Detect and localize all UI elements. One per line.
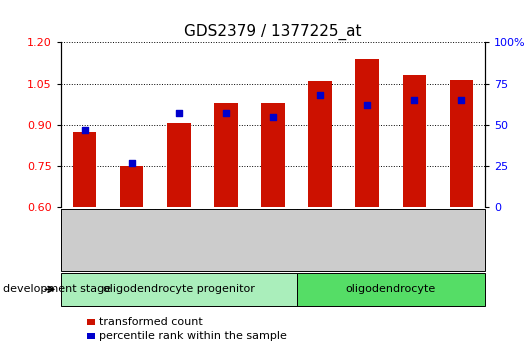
Point: [316, 92, 324, 98]
FancyBboxPatch shape: [61, 273, 296, 306]
Text: GSM138225: GSM138225: [409, 210, 419, 269]
Title: GDS2379 / 1377225_at: GDS2379 / 1377225_at: [184, 23, 361, 40]
Point: [174, 110, 183, 116]
Bar: [356, 59, 379, 207]
Text: GSM138218: GSM138218: [80, 210, 90, 269]
Text: GSM138223: GSM138223: [315, 210, 325, 269]
Bar: [261, 103, 285, 207]
Bar: [120, 166, 144, 207]
Point: [410, 97, 419, 103]
FancyBboxPatch shape: [296, 273, 485, 306]
Point: [80, 127, 89, 132]
Bar: [402, 75, 426, 207]
Text: oligodendrocyte progenitor: oligodendrocyte progenitor: [103, 284, 255, 295]
Text: GSM138220: GSM138220: [174, 210, 184, 269]
Text: GSM138222: GSM138222: [268, 210, 278, 269]
Bar: [167, 122, 190, 207]
Text: development stage: development stage: [3, 284, 111, 295]
Point: [457, 97, 466, 103]
Text: GSM138224: GSM138224: [362, 210, 372, 269]
Bar: [73, 132, 96, 207]
Point: [269, 114, 277, 119]
Text: oligodendrocyte: oligodendrocyte: [346, 284, 436, 295]
Bar: [214, 103, 237, 207]
Text: transformed count: transformed count: [99, 317, 202, 327]
Text: percentile rank within the sample: percentile rank within the sample: [99, 331, 287, 341]
Text: GSM138221: GSM138221: [221, 210, 231, 269]
Point: [222, 110, 230, 116]
Text: GSM138219: GSM138219: [127, 210, 137, 269]
Point: [363, 102, 372, 108]
Point: [127, 160, 136, 165]
Text: GSM138229: GSM138229: [456, 210, 466, 269]
Bar: [308, 81, 332, 207]
Bar: [449, 80, 473, 207]
